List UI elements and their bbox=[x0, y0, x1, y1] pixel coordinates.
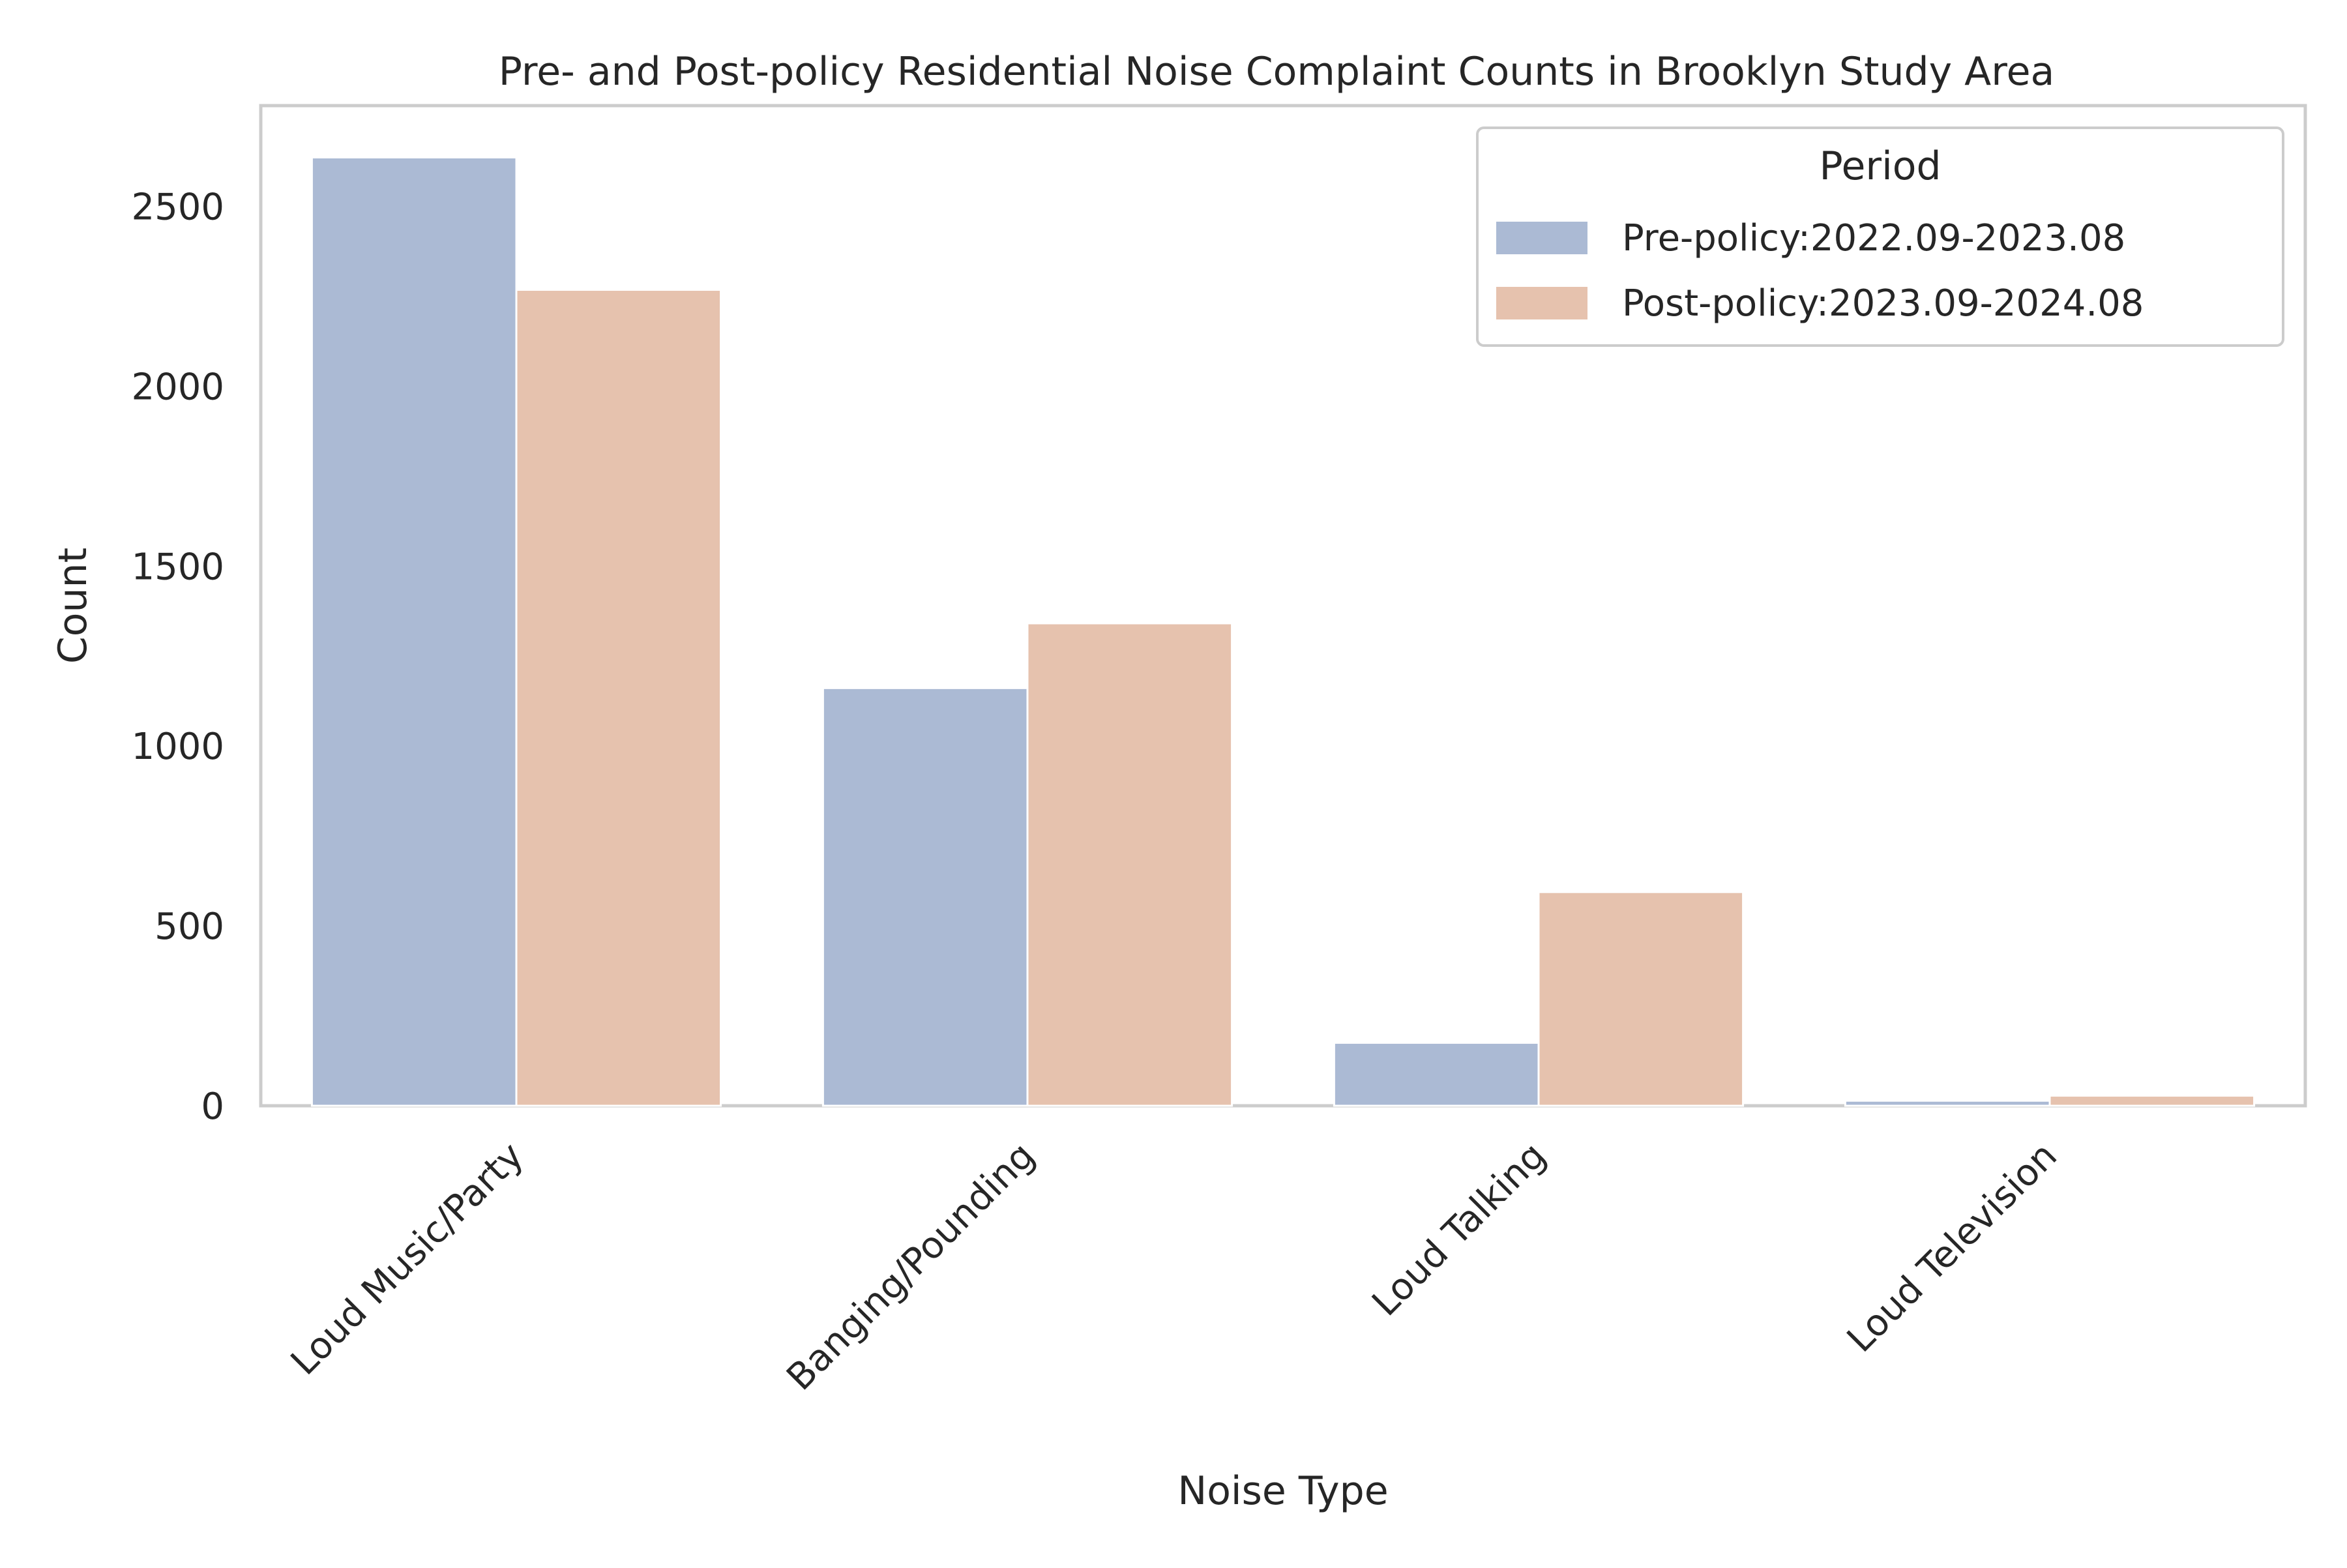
bar-banging-pounding-post-policy bbox=[1026, 622, 1233, 1107]
legend-frame bbox=[1476, 126, 2284, 347]
x-axis-ticks: Loud Music/Party Banging/Pounding Loud Tal… bbox=[283, 1134, 2065, 1398]
bar-loud-television-post-policy bbox=[2048, 1095, 2256, 1107]
legend: Period Pre-policy:2022.09-2023.08 Post-p… bbox=[1476, 126, 2284, 347]
bar-loud-television-pre-policy bbox=[1844, 1099, 2051, 1107]
y-tick-label-0: 0 bbox=[201, 1086, 224, 1128]
legend-title: Period bbox=[1819, 143, 1941, 189]
y-tick-label-1000: 1000 bbox=[131, 726, 224, 768]
bar-loud-talking-pre-policy bbox=[1333, 1041, 1540, 1107]
bar-loud-music-party-post-policy bbox=[515, 289, 722, 1107]
y-tick-label-1500: 1500 bbox=[131, 546, 224, 588]
chart-title: Pre- and Post-policy Residential Noise C… bbox=[499, 49, 2055, 95]
bar-banging-pounding-pre-policy bbox=[821, 687, 1029, 1107]
legend-swatch-post-policy bbox=[1496, 287, 1587, 319]
bar-loud-music-party-pre-policy bbox=[310, 156, 518, 1107]
x-axis-label: Noise Type bbox=[1177, 1468, 1388, 1514]
y-tick-label-500: 500 bbox=[155, 906, 224, 948]
legend-label-post-policy: Post-policy:2023.09-2024.08 bbox=[1622, 282, 2144, 325]
bars-layer bbox=[310, 156, 2256, 1107]
y-tick-label-2500: 2500 bbox=[131, 186, 224, 229]
x-tick-label-banging-pounding: Banging/Pounding bbox=[778, 1134, 1042, 1398]
y-axis-ticks: 0 500 1000 1500 2000 2500 bbox=[131, 186, 224, 1128]
legend-label-pre-policy: Pre-policy:2022.09-2023.08 bbox=[1622, 217, 2125, 259]
x-tick-label-loud-talking: Loud Talking bbox=[1364, 1134, 1554, 1324]
y-tick-label-2000: 2000 bbox=[131, 366, 224, 408]
legend-swatch-pre-policy bbox=[1496, 222, 1587, 254]
x-tick-label-loud-music-party: Loud Music/Party bbox=[283, 1134, 532, 1383]
bar-loud-talking-post-policy bbox=[1537, 891, 1745, 1107]
x-tick-label-loud-television: Loud Television bbox=[1839, 1134, 2065, 1361]
y-axis-label: Count bbox=[50, 548, 96, 664]
